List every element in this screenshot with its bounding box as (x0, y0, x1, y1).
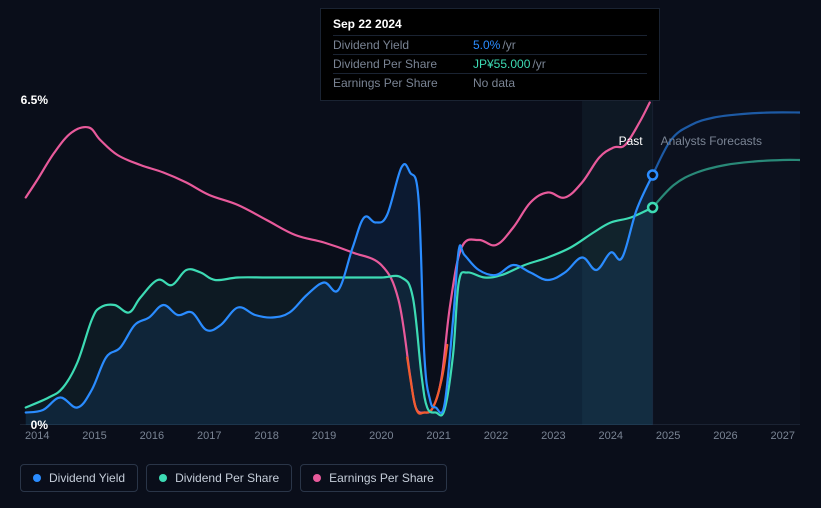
tooltip-label: Dividend Yield (333, 38, 473, 52)
legend-dot (313, 474, 321, 482)
x-axis-label: 2025 (656, 430, 680, 442)
legend-label: Earnings Per Share (329, 471, 434, 485)
legend-item[interactable]: Dividend Yield (20, 464, 138, 492)
chart-svg (20, 100, 800, 425)
legend-item[interactable]: Earnings Per Share (300, 464, 447, 492)
tooltip-unit: /yr (532, 57, 545, 71)
x-axis-label: 2027 (771, 430, 795, 442)
x-axis-label: 2026 (713, 430, 737, 442)
y-axis-label: 6.5% (21, 93, 48, 107)
tooltip-value: 5.0% (473, 38, 500, 52)
legend-label: Dividend Yield (49, 471, 125, 485)
legend-dot (159, 474, 167, 482)
x-axis-label: 2023 (541, 430, 565, 442)
tooltip-value: JP¥55.000 (473, 57, 530, 71)
chart-tooltip: Sep 22 2024 Dividend Yield5.0%/yrDividen… (320, 8, 660, 101)
x-axis-label: 2018 (254, 430, 278, 442)
legend-label: Dividend Per Share (175, 471, 279, 485)
tooltip-value: No data (473, 76, 515, 90)
x-axis-label: 2024 (598, 430, 622, 442)
forecast-label: Analysts Forecasts (661, 134, 762, 148)
tooltip-row: Dividend Yield5.0%/yr (333, 35, 647, 54)
tooltip-unit: /yr (502, 38, 515, 52)
x-axis-label: 2015 (82, 430, 106, 442)
tooltip-label: Dividend Per Share (333, 57, 473, 71)
x-axis-label: 2020 (369, 430, 393, 442)
x-axis-label: 2014 (25, 430, 49, 442)
legend-item[interactable]: Dividend Per Share (146, 464, 292, 492)
x-axis-label: 2022 (484, 430, 508, 442)
tooltip-row: Earnings Per ShareNo data (333, 73, 647, 92)
x-axis-label: 2016 (140, 430, 164, 442)
past-label: Past (619, 134, 643, 148)
tooltip-label: Earnings Per Share (333, 76, 473, 90)
legend-dot (33, 474, 41, 482)
chart-plot-area[interactable] (20, 100, 800, 425)
tooltip-row: Dividend Per ShareJP¥55.000/yr (333, 54, 647, 73)
dividend-chart: Sep 22 2024 Dividend Yield5.0%/yrDividen… (0, 0, 821, 508)
x-axis-label: 2021 (426, 430, 450, 442)
x-axis-label: 2017 (197, 430, 221, 442)
x-axis-label: 2019 (312, 430, 336, 442)
chart-legend: Dividend Yield Dividend Per Share Earnings… (20, 464, 447, 492)
tooltip-date: Sep 22 2024 (333, 17, 647, 31)
